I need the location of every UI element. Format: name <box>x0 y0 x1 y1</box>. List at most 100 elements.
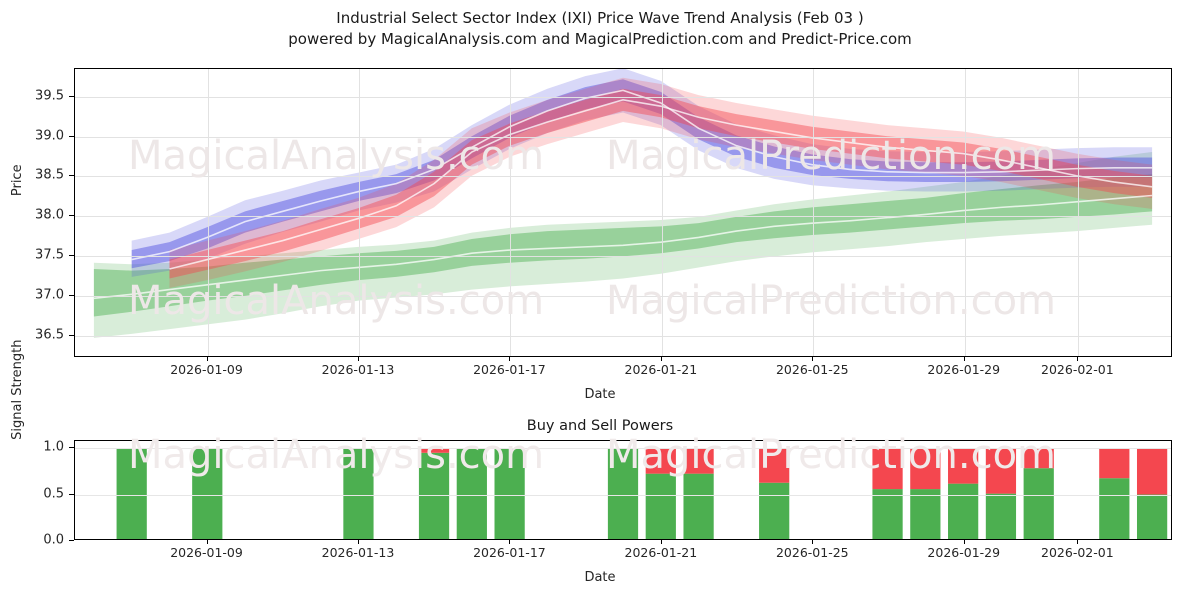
buy-power-bar <box>607 448 639 539</box>
price-y-tick-label: 38.0 <box>35 207 64 223</box>
red-wave-center-line <box>169 99 1153 270</box>
price-gridline-vertical <box>207 69 209 356</box>
price-gridline-vertical <box>1078 69 1080 356</box>
green-wave-center-line <box>93 194 1153 300</box>
chart-title-line-2: powered by MagicalAnalysis.com and Magic… <box>288 30 912 48</box>
price-x-tick-label: 2026-01-29 <box>927 362 1001 377</box>
price-y-tick-mark <box>69 175 74 177</box>
signal-x-tick-label: 2026-01-21 <box>624 545 698 560</box>
price-y-tick-label: 39.0 <box>35 128 64 144</box>
price-x-axis-label: Date <box>584 387 616 402</box>
sell-power-bar <box>759 448 790 483</box>
price-gridline-horizontal <box>75 136 1171 138</box>
sell-power-bar <box>683 448 714 474</box>
signal-y-tick-mark <box>69 540 74 541</box>
buy-power-bar <box>910 489 941 539</box>
signal-y-tick-mark <box>69 493 74 495</box>
price-gridline-horizontal <box>75 216 1171 218</box>
price-x-tick-label: 2026-01-25 <box>775 362 849 377</box>
sell-power-bar <box>872 448 903 490</box>
price-gridline-horizontal <box>75 256 1171 258</box>
price-x-tick-label: 2026-01-13 <box>321 362 395 377</box>
price-x-tick-mark <box>206 357 208 361</box>
buy-power-bar <box>872 489 903 539</box>
buy-power-bar <box>192 448 223 539</box>
price-gridline-vertical <box>510 69 512 356</box>
chart-title-line-1: Industrial Select Sector Index (IXI) Pri… <box>336 9 864 27</box>
blue-wave-inner-band <box>131 79 1153 269</box>
signal-y-tick-label: 0.0 <box>43 532 64 548</box>
signal-x-tick-mark <box>963 540 965 544</box>
sell-power-bar <box>910 448 941 490</box>
price-gridline-horizontal <box>75 176 1171 178</box>
signal-y-tick-mark <box>69 447 74 449</box>
signal-x-tick-label: 2026-01-29 <box>927 545 1001 560</box>
buy-power-bar <box>645 473 676 539</box>
price-y-tick-label: 36.5 <box>35 327 64 343</box>
price-x-tick-mark <box>357 357 359 361</box>
signal-axis-label: Signal Strength <box>10 339 25 440</box>
buy-power-bar <box>683 473 714 539</box>
sell-power-bar <box>418 448 450 453</box>
buy-power-bar <box>116 448 147 539</box>
price-y-tick-mark <box>69 255 74 257</box>
signal-y-tick-label: 1.0 <box>43 439 64 455</box>
price-y-tick-mark <box>69 334 74 336</box>
buy-power-bar <box>1099 478 1130 539</box>
sell-power-bar <box>1136 448 1168 495</box>
price-y-tick-label: 39.5 <box>35 88 64 104</box>
price-x-tick-mark <box>1077 357 1079 361</box>
buy-power-bar <box>759 482 790 539</box>
price-gridline-vertical <box>661 69 663 356</box>
buy-power-bar <box>948 483 979 539</box>
chart-title-block: Industrial Select Sector Index (IXI) Pri… <box>0 8 1200 50</box>
price-x-tick-label: 2026-01-17 <box>473 362 546 377</box>
signal-x-tick-mark <box>812 540 814 544</box>
signal-y-tick-label: 0.5 <box>43 486 64 502</box>
price-wave-bands <box>93 69 1153 338</box>
price-x-tick-label: 2026-02-01 <box>1041 362 1114 377</box>
buy-power-bar <box>1023 468 1054 539</box>
blue-wave-center-line <box>131 89 1153 261</box>
signal-x-tick-mark <box>660 540 662 544</box>
signal-chart-plot-area <box>74 440 1172 540</box>
signal-x-tick-label: 2026-01-25 <box>775 545 849 560</box>
price-gridline-vertical <box>358 69 360 356</box>
signal-x-tick-mark <box>509 540 511 544</box>
buy-power-bar <box>418 452 450 539</box>
price-x-tick-mark <box>963 357 965 361</box>
price-chart-plot-area <box>74 68 1172 357</box>
price-y-tick-label: 37.5 <box>35 247 64 263</box>
price-y-tick-mark <box>69 95 74 97</box>
signal-gridline-horizontal <box>75 448 1171 450</box>
price-x-tick-mark <box>812 357 814 361</box>
signal-x-tick-label: 2026-01-13 <box>321 545 395 560</box>
sell-power-bar <box>645 448 676 474</box>
price-y-tick-label: 38.5 <box>35 167 64 183</box>
red-wave-outer-band <box>169 77 1153 289</box>
price-y-tick-mark <box>69 135 74 137</box>
signal-x-tick-mark <box>206 540 208 544</box>
signal-x-tick-label: 2026-01-17 <box>473 545 546 560</box>
price-x-tick-mark <box>509 357 511 361</box>
buy-power-bar <box>1136 494 1168 539</box>
price-x-tick-label: 2026-01-21 <box>624 362 698 377</box>
price-y-tick-mark <box>69 294 74 296</box>
price-gridline-horizontal <box>75 295 1171 297</box>
price-gridline-vertical <box>813 69 815 356</box>
buy-power-bar <box>985 493 1017 539</box>
price-gridline-horizontal <box>75 335 1171 337</box>
price-y-tick-label: 37.0 <box>35 287 64 303</box>
signal-x-tick-label: 2026-01-09 <box>170 545 243 560</box>
signal-x-tick-mark <box>357 540 359 544</box>
price-x-tick-label: 2026-01-09 <box>170 362 243 377</box>
price-gridline-vertical <box>964 69 966 356</box>
signal-x-tick-label: 2026-02-01 <box>1041 545 1114 560</box>
sell-power-bar <box>1099 448 1130 479</box>
signal-x-tick-mark <box>1077 540 1079 544</box>
signal-bars <box>116 448 1168 539</box>
price-y-tick-mark <box>69 215 74 217</box>
sell-power-bar <box>948 448 979 484</box>
sell-power-bar <box>985 448 1017 494</box>
buy-power-bar <box>343 448 374 539</box>
